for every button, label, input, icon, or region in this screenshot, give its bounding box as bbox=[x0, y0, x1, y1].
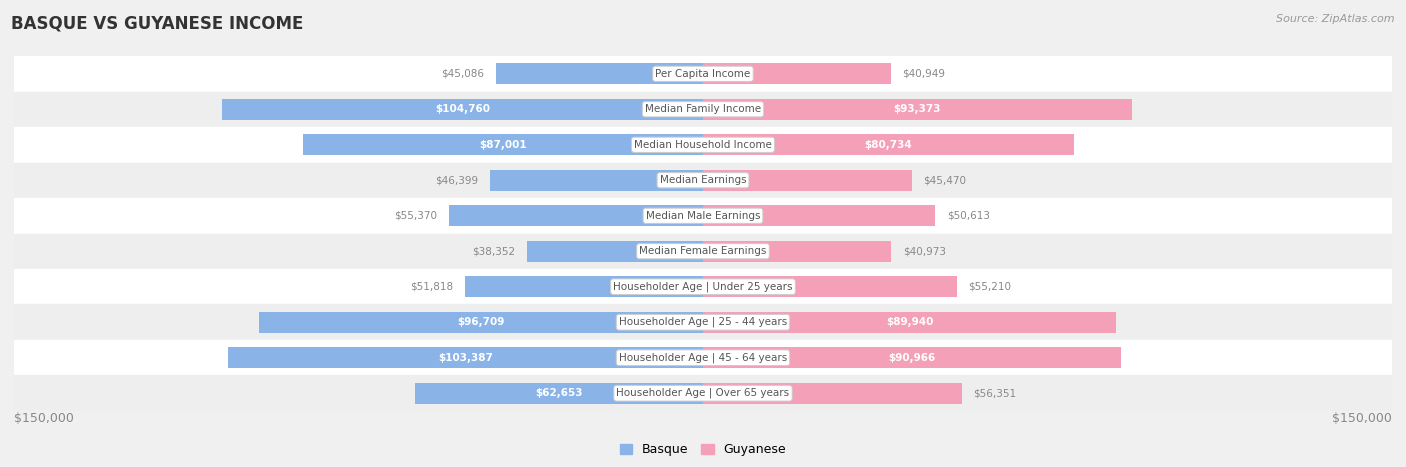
Text: Median Household Income: Median Household Income bbox=[634, 140, 772, 150]
Bar bbox=[489, 170, 703, 191]
Text: Householder Age | 45 - 64 years: Householder Age | 45 - 64 years bbox=[619, 353, 787, 363]
Text: $45,086: $45,086 bbox=[441, 69, 485, 79]
Text: $40,949: $40,949 bbox=[903, 69, 946, 79]
Bar bbox=[496, 63, 703, 85]
Text: Householder Age | Over 65 years: Householder Age | Over 65 years bbox=[616, 388, 790, 398]
Text: Median Earnings: Median Earnings bbox=[659, 175, 747, 185]
Text: Householder Age | 25 - 44 years: Householder Age | 25 - 44 years bbox=[619, 317, 787, 327]
Text: $104,760: $104,760 bbox=[434, 104, 489, 114]
Bar bbox=[304, 134, 703, 156]
Bar bbox=[703, 382, 962, 404]
Bar bbox=[527, 241, 703, 262]
Text: Median Female Earnings: Median Female Earnings bbox=[640, 246, 766, 256]
Text: $50,613: $50,613 bbox=[948, 211, 990, 221]
Text: $62,653: $62,653 bbox=[536, 388, 583, 398]
Bar bbox=[14, 340, 1392, 375]
Bar bbox=[14, 234, 1392, 269]
Bar bbox=[465, 276, 703, 297]
Bar bbox=[14, 127, 1392, 163]
Text: $38,352: $38,352 bbox=[472, 246, 516, 256]
Bar bbox=[415, 382, 703, 404]
Text: $103,387: $103,387 bbox=[439, 353, 494, 363]
Bar bbox=[14, 198, 1392, 234]
Bar bbox=[14, 163, 1392, 198]
Bar bbox=[703, 170, 912, 191]
Text: $90,966: $90,966 bbox=[889, 353, 935, 363]
Text: $96,709: $96,709 bbox=[457, 317, 505, 327]
Bar bbox=[703, 311, 1116, 333]
Bar bbox=[14, 56, 1392, 92]
Text: Median Male Earnings: Median Male Earnings bbox=[645, 211, 761, 221]
Text: $93,373: $93,373 bbox=[894, 104, 941, 114]
Text: BASQUE VS GUYANESE INCOME: BASQUE VS GUYANESE INCOME bbox=[11, 14, 304, 32]
Bar bbox=[703, 205, 935, 226]
Bar bbox=[449, 205, 703, 226]
Bar bbox=[14, 304, 1392, 340]
Bar bbox=[14, 375, 1392, 411]
Text: Median Family Income: Median Family Income bbox=[645, 104, 761, 114]
Bar bbox=[222, 99, 703, 120]
Text: $55,210: $55,210 bbox=[969, 282, 1011, 292]
Bar bbox=[703, 63, 891, 85]
Bar bbox=[259, 311, 703, 333]
Text: Householder Age | Under 25 years: Householder Age | Under 25 years bbox=[613, 282, 793, 292]
Bar bbox=[14, 92, 1392, 127]
Text: $45,470: $45,470 bbox=[924, 175, 966, 185]
Bar bbox=[703, 276, 956, 297]
Bar bbox=[703, 134, 1074, 156]
Text: $40,973: $40,973 bbox=[903, 246, 946, 256]
Legend: Basque, Guyanese: Basque, Guyanese bbox=[614, 439, 792, 461]
Bar bbox=[14, 269, 1392, 304]
Bar bbox=[703, 347, 1121, 368]
Text: $46,399: $46,399 bbox=[436, 175, 478, 185]
Text: $51,818: $51,818 bbox=[411, 282, 454, 292]
Text: $55,370: $55,370 bbox=[394, 211, 437, 221]
Text: $80,734: $80,734 bbox=[865, 140, 912, 150]
Text: Source: ZipAtlas.com: Source: ZipAtlas.com bbox=[1277, 14, 1395, 24]
Text: Per Capita Income: Per Capita Income bbox=[655, 69, 751, 79]
Text: $150,000: $150,000 bbox=[1331, 412, 1392, 425]
Text: $56,351: $56,351 bbox=[973, 388, 1017, 398]
Bar bbox=[703, 99, 1132, 120]
Text: $150,000: $150,000 bbox=[14, 412, 75, 425]
Text: $89,940: $89,940 bbox=[886, 317, 934, 327]
Text: $87,001: $87,001 bbox=[479, 140, 527, 150]
Bar bbox=[228, 347, 703, 368]
Bar bbox=[703, 241, 891, 262]
